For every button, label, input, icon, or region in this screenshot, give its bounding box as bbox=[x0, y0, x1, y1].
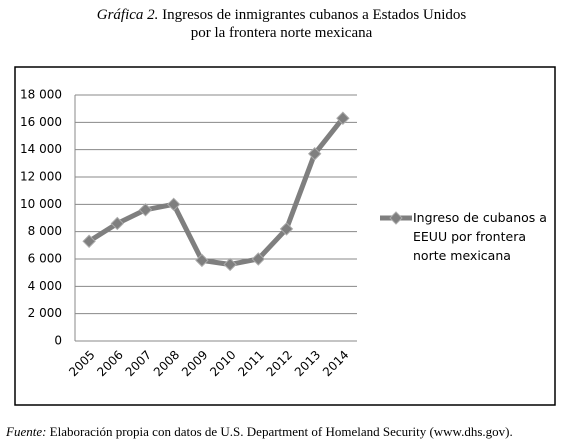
y-tick-label: 4 000 bbox=[28, 279, 62, 293]
y-tick-label: 18 000 bbox=[20, 88, 62, 102]
chart-frame bbox=[14, 66, 556, 406]
title-line: por la frontera norte mexicana bbox=[190, 25, 373, 41]
y-tick-label: 12 000 bbox=[20, 170, 62, 184]
x-tick-label: 2011 bbox=[235, 348, 266, 379]
y-tick-label: 6 000 bbox=[28, 252, 62, 266]
x-tick-label: 2005 bbox=[66, 348, 97, 379]
x-tick-label: 2010 bbox=[207, 348, 238, 379]
x-tick-label: 2008 bbox=[151, 348, 182, 379]
title: Ingresos de inmigrantes cubanos a Estado… bbox=[162, 7, 467, 23]
y-tick-label: 2 000 bbox=[28, 306, 62, 320]
data-point bbox=[82, 234, 96, 248]
legend-label: Ingreso de cubanos a EEUU por frontera n… bbox=[413, 210, 547, 263]
y-tick-label: 8 000 bbox=[28, 224, 62, 238]
y-tick-label: 14 000 bbox=[20, 142, 62, 156]
source: Fuente: Elaboración propia con datos de … bbox=[6, 424, 513, 440]
source-label: Fuente: bbox=[6, 424, 47, 439]
x-tick-label: 2014 bbox=[320, 348, 351, 379]
data-line bbox=[87, 116, 345, 267]
data-point bbox=[195, 253, 209, 268]
data-point bbox=[166, 197, 181, 212]
x-tick-label: 2013 bbox=[292, 348, 323, 379]
data-point bbox=[307, 147, 322, 161]
data-point bbox=[110, 216, 125, 231]
y-tick-label: 0 bbox=[54, 334, 62, 348]
x-tick-label: 2007 bbox=[123, 348, 154, 379]
data-point bbox=[336, 111, 350, 125]
x-tick-label: 2006 bbox=[94, 348, 125, 379]
y-tick-label: 10 000 bbox=[20, 197, 62, 211]
data-point bbox=[223, 257, 237, 272]
y-tick-label: 16 000 bbox=[20, 115, 62, 129]
source-text: Elaboración propia con datos de U.S. Dep… bbox=[49, 424, 513, 439]
x-tick-label: 2009 bbox=[179, 348, 210, 379]
title-label: Gráfica 2. bbox=[96, 7, 159, 23]
x-tick-label: 2012 bbox=[264, 348, 295, 379]
data-point bbox=[279, 222, 294, 236]
data-point bbox=[251, 252, 266, 266]
title-line: Gráfica 2. Ingresos de inmigrantes cuban… bbox=[0, 6, 563, 24]
data-point bbox=[138, 203, 153, 217]
legend-marker bbox=[389, 211, 403, 225]
